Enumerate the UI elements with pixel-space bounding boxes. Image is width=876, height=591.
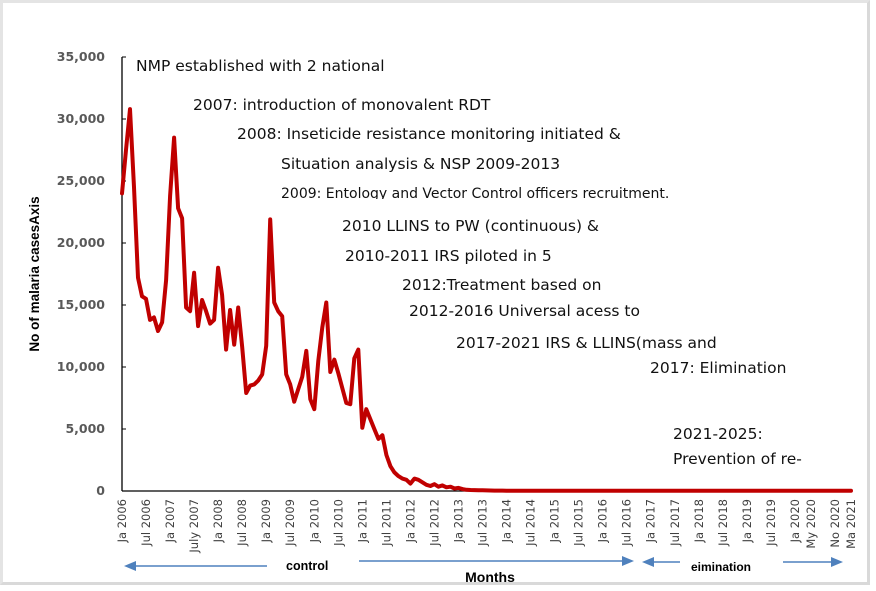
elimination-phase-arrows: eimination (642, 557, 843, 574)
annotation-nmp: NMP established with 2 national (136, 57, 385, 75)
x-tick-label: Ja 2011 (355, 499, 369, 543)
x-tick-label: Jul 2009 (283, 499, 297, 547)
control-arrow-left-head (124, 561, 136, 571)
x-tick-label: Jul 2010 (331, 499, 345, 547)
x-tick-label: Ja 2018 (692, 499, 706, 543)
annotation-2009: 2009: Entology and Vector Control office… (281, 186, 669, 202)
annotation-2008: 2008: Inseticide resistance monitoring i… (237, 125, 621, 143)
x-tick-label: My 2020 (804, 499, 818, 549)
annotation-prevention: Prevention of re- (673, 450, 802, 468)
x-tick-label: Jul 2012 (427, 499, 441, 547)
plot-area (120, 107, 853, 493)
x-tick-label: Jul 2016 (620, 499, 634, 547)
x-tick-label: No 2020 (828, 499, 842, 548)
annotation-2010-llins: 2010 LLINS to PW (continuous) & (342, 217, 599, 235)
x-tick-label: July 2007 (187, 499, 201, 554)
x-tick-label: Jul 2014 (524, 499, 538, 547)
x-tick-label: Ja 2015 (548, 499, 562, 543)
x-tick-label: Jul 2008 (235, 499, 249, 547)
annotation-2017-elimination: 2017: Elimination (650, 359, 786, 377)
annotation-2012-treatment: 2012:Treatment based on (402, 276, 602, 294)
y-tick-label: 25,000 (57, 173, 106, 188)
x-tick-label: Ja 2012 (403, 499, 417, 543)
control-label: control (286, 559, 328, 573)
annotation-2007: 2007: introduction of monovalent RDT (193, 96, 491, 114)
annotation-clip-mask-2 (400, 317, 700, 331)
y-axis-label: No of malaria casesAxis (27, 196, 42, 351)
x-tick-label: Jul 2015 (572, 499, 586, 547)
x-tick-label: Jul 2011 (379, 499, 393, 547)
x-tick-label: Jul 2017 (668, 499, 682, 547)
elimination-arrow-right-head (831, 557, 843, 567)
y-tick-label: 5,000 (65, 421, 105, 436)
x-tick-label: Ja 2020 (788, 499, 802, 543)
y-tick-label: 10,000 (57, 359, 106, 374)
x-axis: Ja 2006 Jul 2006 Ja 2007 July 2007 Ja 2008 Ju… (115, 490, 858, 554)
x-tick-label: Ma 2021 (844, 499, 858, 549)
x-tick-label: Jul 2013 (475, 499, 489, 547)
y-tick-label: 0 (96, 483, 105, 498)
y-tick-label: 35,000 (57, 49, 106, 64)
x-tick-label: Jul 2006 (139, 499, 153, 547)
x-tick-label: Ja 2007 (163, 499, 177, 543)
y-tick-label: 15,000 (57, 297, 106, 312)
x-tick-label: Jul 2018 (716, 499, 730, 547)
y-tick-label: 20,000 (57, 235, 106, 250)
x-tick-label: Ja 2016 (596, 499, 610, 543)
y-axis: 0 5,000 10,000 15,000 20,000 25,000 30,000 35,0… (57, 49, 126, 498)
x-tick-label: Ja 2010 (307, 499, 321, 543)
elimination-label: eimination (691, 560, 751, 574)
x-tick-label: Ja 2014 (500, 499, 514, 543)
annotation-2021-2025: 2021-2025: (673, 425, 763, 443)
annotation-clip-mask (270, 199, 770, 213)
x-tick-label: Ja 2013 (451, 499, 465, 543)
y-tick-label: 30,000 (57, 111, 106, 126)
x-tick-label: Ja 2006 (115, 499, 129, 543)
x-axis-label: Months (465, 569, 515, 585)
annotation-situation: Situation analysis & NSP 2009-2013 (281, 155, 560, 173)
x-tick-label: Jul 2019 (764, 499, 778, 547)
x-tick-label: Ja 2019 (740, 499, 754, 543)
annotation-2017-irs: 2017-2021 IRS & LLINS(mass and (456, 334, 717, 352)
control-phase-arrows: control (124, 556, 634, 573)
annotation-2012-universal: 2012-2016 Universal acess to (409, 302, 640, 320)
x-tick-label: Ja 2009 (259, 499, 273, 543)
x-tick-label: Ja 2008 (211, 499, 225, 543)
annotation-2010-irs: 2010-2011 IRS piloted in 5 (345, 247, 552, 265)
x-tick-label: Ja 2017 (644, 499, 658, 543)
elimination-arrow-left-head (642, 557, 654, 567)
control-arrow-right-head (622, 556, 634, 566)
